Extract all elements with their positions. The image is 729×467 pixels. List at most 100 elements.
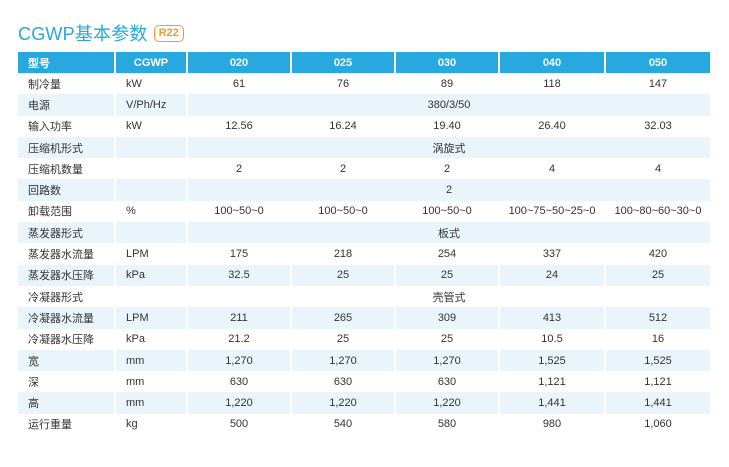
value-cell: 1,220 (188, 392, 292, 414)
row-label: 高 (18, 392, 116, 414)
value-cell: 4 (606, 158, 710, 180)
row-label: 输入功率 (18, 115, 116, 137)
value-cell: 500 (188, 413, 292, 436)
value-cell: 1,441 (500, 392, 606, 414)
row-unit (116, 158, 188, 180)
table-body: 制冷量 kW 61 76 89 118 147 电源 V/Ph/Hz 380/3/50 输入功率 kW… (18, 73, 710, 436)
value-cell: 1,525 (606, 349, 710, 372)
header-series: CGWP (116, 52, 188, 73)
value-cell: 19.40 (396, 115, 500, 137)
value-cell: 580 (396, 413, 500, 436)
value-cell: 2 (396, 158, 500, 180)
row-unit (116, 285, 188, 308)
row-unit: kW (116, 115, 188, 137)
value-cell: 1,060 (606, 413, 710, 436)
value-cell: 32.03 (606, 115, 710, 137)
value-cell: 1,270 (188, 349, 292, 372)
merged-value-cell: 2 (188, 179, 710, 201)
row-label: 卸载范围 (18, 200, 116, 223)
table-row: 运行重量 kg 500 540 580 980 1,060 (18, 413, 710, 436)
value-cell: 100~80~60~30~0 (606, 200, 710, 223)
value-cell: 337 (500, 243, 606, 265)
value-cell: 89 (396, 73, 500, 95)
row-unit: kW (116, 73, 188, 95)
value-cell: 1,121 (500, 371, 606, 393)
row-label: 蒸发器水流量 (18, 243, 116, 265)
row-label: 蒸发器形式 (18, 222, 116, 244)
row-label: 压缩机形式 (18, 136, 116, 159)
value-cell: 100~50~0 (188, 200, 292, 223)
row-unit: LPM (116, 307, 188, 329)
value-cell: 147 (606, 73, 710, 95)
value-cell: 25 (396, 328, 500, 350)
row-label: 蒸发器水压降 (18, 264, 116, 286)
row-label: 制冷量 (18, 73, 116, 95)
value-cell: 24 (500, 264, 606, 286)
value-cell: 512 (606, 307, 710, 329)
row-label: 冷凝器水流量 (18, 307, 116, 329)
row-label: 冷凝器形式 (18, 285, 116, 308)
value-cell: 1,441 (606, 392, 710, 414)
value-cell: 218 (292, 243, 396, 265)
value-cell: 16.24 (292, 115, 396, 137)
header-050: 050 (606, 52, 710, 73)
value-cell: 980 (500, 413, 606, 436)
table-row: 压缩机形式 涡旋式 (18, 136, 710, 159)
value-cell: 413 (500, 307, 606, 329)
value-cell: 118 (500, 73, 606, 95)
value-cell: 175 (188, 243, 292, 265)
value-cell: 630 (292, 371, 396, 393)
merged-value-cell: 涡旋式 (188, 136, 710, 159)
value-cell: 1,270 (396, 349, 500, 372)
value-cell: 1,220 (292, 392, 396, 414)
spec-table: 型号 CGWP 020 025 030 040 050 制冷量 kW 61 76 89 1… (18, 52, 710, 436)
row-label: 宽 (18, 349, 116, 372)
table-row: 宽 mm 1,270 1,270 1,270 1,525 1,525 (18, 349, 710, 372)
row-unit: LPM (116, 243, 188, 265)
value-cell: 254 (396, 243, 500, 265)
value-cell: 100~50~0 (396, 200, 500, 223)
value-cell: 61 (188, 73, 292, 95)
value-cell: 32.5 (188, 264, 292, 286)
value-cell: 211 (188, 307, 292, 329)
value-cell: 16 (606, 328, 710, 350)
merged-value-cell: 380/3/50 (188, 94, 710, 116)
row-unit: kg (116, 413, 188, 436)
row-label: 电源 (18, 94, 116, 116)
table-row: 高 mm 1,220 1,220 1,220 1,441 1,441 (18, 392, 710, 414)
value-cell: 630 (188, 371, 292, 393)
table-row: 冷凝器形式 壳管式 (18, 285, 710, 308)
value-cell: 630 (396, 371, 500, 393)
table-header-row: 型号 CGWP 020 025 030 040 050 (18, 52, 710, 73)
table-row: 蒸发器水流量 LPM 175 218 254 337 420 (18, 243, 710, 265)
row-unit (116, 222, 188, 244)
value-cell: 25 (292, 264, 396, 286)
table-row: 蒸发器形式 板式 (18, 222, 710, 244)
row-label: 运行重量 (18, 413, 116, 436)
header-model: 型号 (18, 52, 116, 73)
header-030: 030 (396, 52, 500, 73)
value-cell: 25 (396, 264, 500, 286)
row-unit (116, 179, 188, 201)
table-row: 输入功率 kW 12.56 16.24 19.40 26.40 32.03 (18, 115, 710, 137)
value-cell: 26.40 (500, 115, 606, 137)
value-cell: 4 (500, 158, 606, 180)
value-cell: 25 (606, 264, 710, 286)
header-040: 040 (500, 52, 606, 73)
table-row: 冷凝器水流量 LPM 211 265 309 413 512 (18, 307, 710, 329)
header-025: 025 (292, 52, 396, 73)
value-cell: 100~75~50~25~0 (500, 200, 606, 223)
table-row: 冷凝器水压降 kPa 21.2 25 25 10.5 16 (18, 328, 710, 350)
value-cell: 12.56 (188, 115, 292, 137)
page-title: CGWP基本参数 (18, 24, 148, 44)
table-row: 回路数 2 (18, 179, 710, 201)
table-row: 深 mm 630 630 630 1,121 1,121 (18, 371, 710, 393)
value-cell: 2 (188, 158, 292, 180)
row-unit: kPa (116, 328, 188, 350)
refrigerant-badge: R22 (153, 24, 184, 42)
table-row: 卸载范围% 100~50~0 100~50~0 100~50~0 100~75~50~2… (18, 200, 710, 223)
row-unit: V/Ph/Hz (116, 94, 188, 116)
table-row: 电源 V/Ph/Hz 380/3/50 (18, 94, 710, 116)
row-unit: mm (116, 392, 188, 414)
row-unit: kPa (116, 264, 188, 286)
